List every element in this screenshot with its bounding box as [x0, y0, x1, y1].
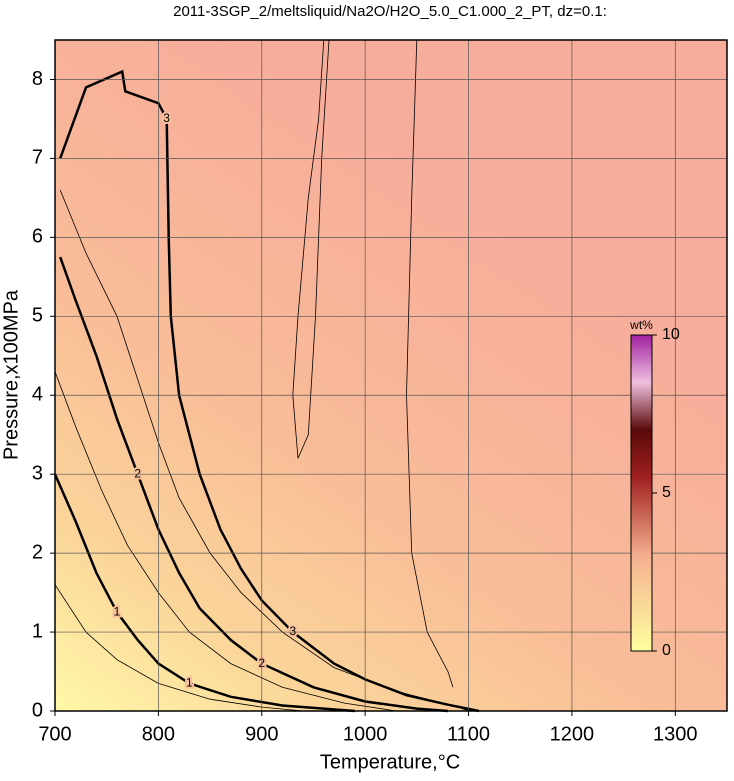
x-tick-label: 900: [245, 723, 278, 745]
y-tick-label: 5: [32, 305, 43, 327]
x-tick-label: 800: [142, 723, 175, 745]
colorbar-tick-label: 0: [662, 642, 671, 659]
contour-label: 1: [186, 676, 193, 690]
contour-label: 1: [114, 604, 121, 618]
x-tick-label: 1200: [550, 723, 595, 745]
x-tick-label: 700: [38, 723, 71, 745]
y-tick-label: 8: [32, 68, 43, 90]
contour-label: 2: [134, 466, 141, 480]
y-tick-label: 3: [32, 462, 43, 484]
colorbar-tick-label: 10: [662, 326, 680, 343]
y-tick-label: 4: [32, 384, 43, 406]
y-tick-label: 1: [32, 620, 43, 642]
colorbar: [630, 334, 653, 652]
y-tick-label: 2: [32, 541, 43, 563]
y-tick-label: 6: [32, 226, 43, 248]
contour-label: 3: [289, 624, 296, 638]
contour-label: 3: [163, 111, 170, 125]
plot-field: [55, 40, 727, 711]
contour-line: [54, 371, 397, 712]
colorbar-tick-label: 5: [662, 484, 671, 501]
x-tick-label: 1100: [447, 723, 490, 745]
contour-line: [59, 256, 448, 713]
y-axis-label: Pressure,x100MPa: [0, 289, 22, 460]
contour-line: [53, 473, 355, 713]
y-tick-label: 0: [32, 699, 43, 721]
y-tick-label: 7: [32, 147, 43, 169]
colorbar-label: wt%: [629, 318, 653, 332]
chart-title: 2011-3SGP_2/meltsliquid/Na2O/H2O_5.0_C1.…: [173, 3, 607, 20]
x-axis-label: Temperature,°C: [320, 751, 460, 773]
x-tick-label: 1300: [653, 723, 698, 745]
x-tick-label: 1000: [343, 723, 388, 745]
plot-frame: [54, 39, 728, 712]
